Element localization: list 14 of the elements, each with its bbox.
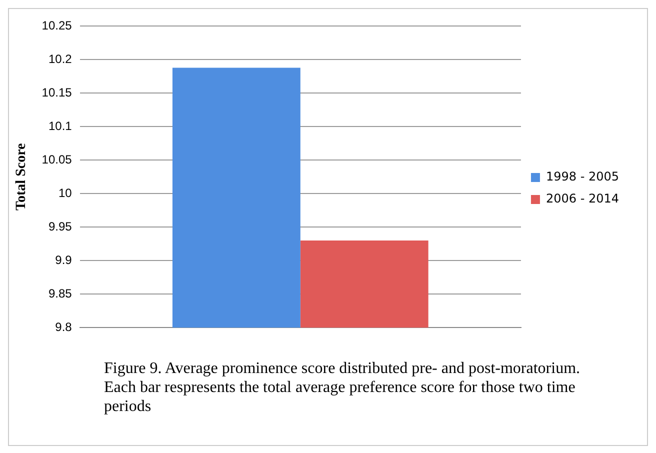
caption: Figure 9. Average prominence score distributed pre- and post-moratorium. Each bar respresents the total average preference score for those two time periods (104, 359, 582, 416)
y-tick-label: 9.8 (55, 320, 72, 334)
y-tick-label: 10.1 (48, 118, 72, 133)
legend-label: 1998 - 2005 (546, 170, 620, 184)
y-tick-label: 9.95 (48, 219, 72, 234)
y-tick-label: 9.9 (55, 252, 72, 267)
y-tick-label: 10.15 (42, 85, 72, 100)
y-tick-label: 10.2 (48, 52, 72, 66)
y-tick-label: 9.85 (48, 286, 72, 300)
legend-label: 2006 - 2014 (546, 192, 620, 206)
y-tick-label: 10.25 (42, 18, 72, 33)
y-tick-label: 10.05 (42, 152, 72, 166)
y-axis-title: Total Score (14, 143, 30, 211)
y-tick-label: 10 (58, 186, 72, 200)
